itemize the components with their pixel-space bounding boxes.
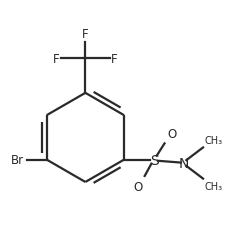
Text: O: O [167,127,176,140]
Text: S: S [150,153,158,167]
Text: F: F [111,53,117,65]
Text: F: F [82,28,89,41]
Text: CH₃: CH₃ [205,181,223,191]
Text: Br: Br [11,153,25,166]
Text: O: O [133,180,142,193]
Text: CH₃: CH₃ [205,135,223,145]
Text: N: N [179,156,189,170]
Text: F: F [53,53,60,65]
